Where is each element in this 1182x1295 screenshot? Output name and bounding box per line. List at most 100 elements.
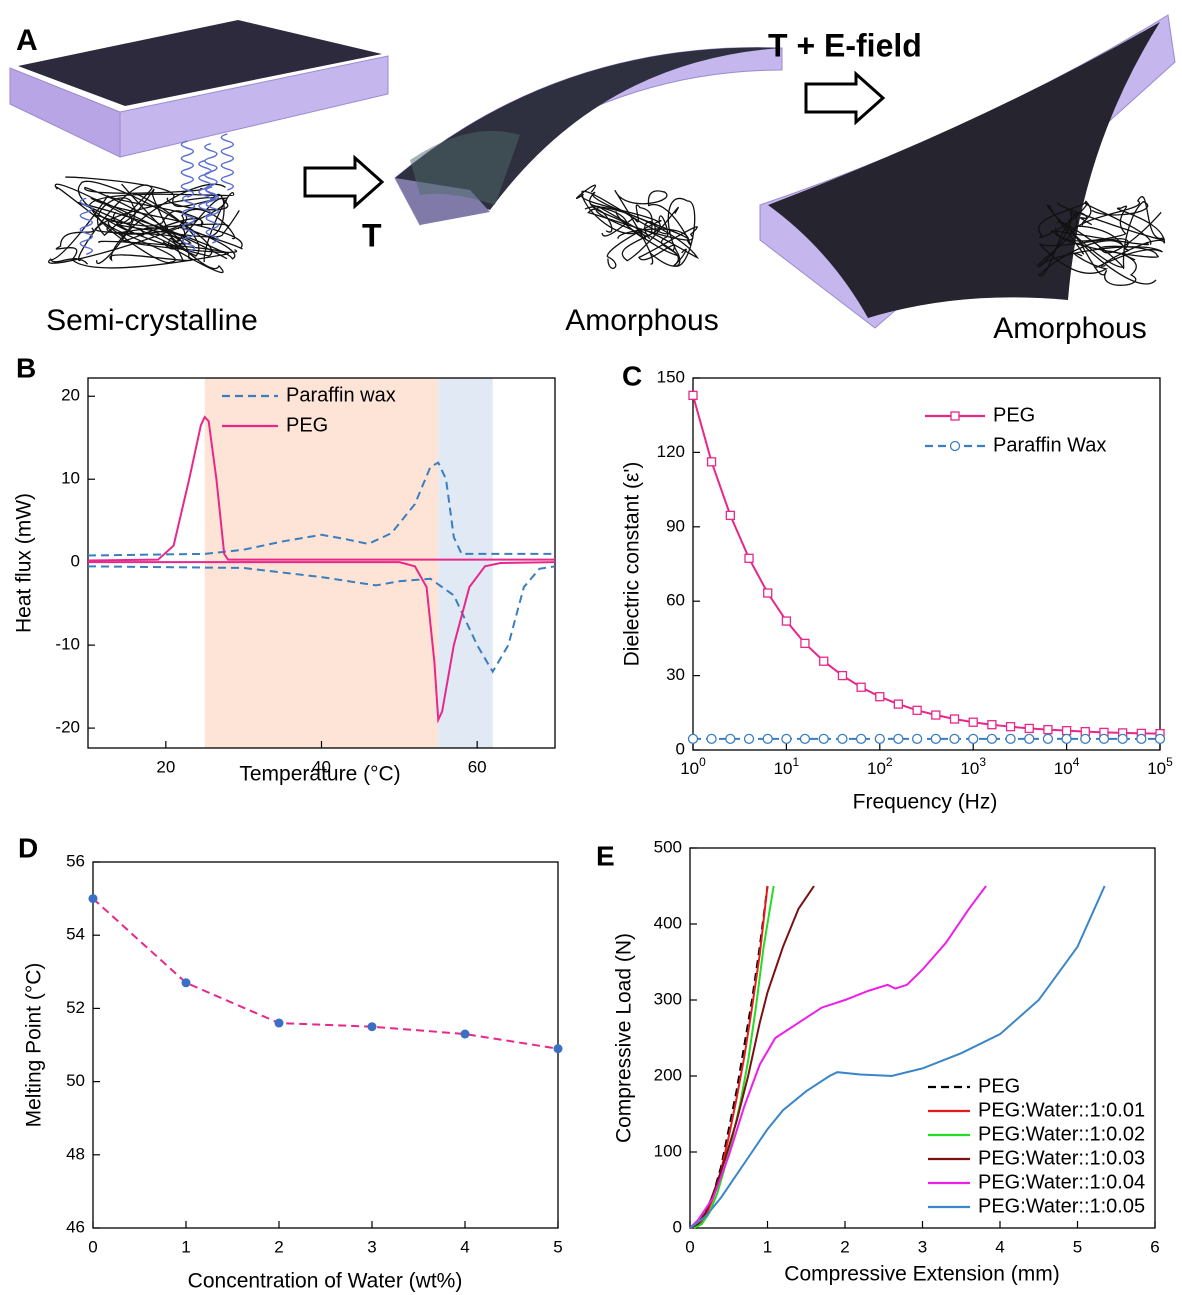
tick-exponent: 1 [793,755,800,769]
y-axis-label: Dielectric constant (ε') [621,462,644,667]
x-tick-label: 40 [312,757,331,776]
marker [1098,733,1110,744]
y-tick-label: 56 [66,851,85,870]
polymer-chain [589,191,690,240]
y-tick-label: 48 [66,1144,85,1163]
polymer-chain [587,208,698,261]
legend-label: PEG [978,1075,1020,1097]
panel-label: E [596,840,615,871]
crystal-lamella [204,142,218,201]
marker [1154,733,1166,744]
marker [781,616,792,626]
x-axis-label: Frequency (Hz) [853,791,998,814]
marker [706,733,717,744]
legend-label: Paraffin Wax [993,434,1106,456]
marker [1136,733,1147,744]
panel-label: B [16,352,36,383]
x-tick-label: 20 [156,757,175,776]
data-line [88,561,556,724]
panel-label: D [18,832,38,863]
tick-exponent: 0 [699,755,706,769]
marker [706,457,717,467]
marker [874,733,885,744]
polymer-chain [1038,238,1136,274]
x-tick-label: 101 [774,755,800,778]
marker [1005,733,1016,744]
crystal-lamella [180,140,195,198]
x-tick-label: 5 [1073,1237,1082,1256]
marker [799,733,811,744]
y-tick-label: 20 [61,386,80,405]
x-axis-label: Temperature (°C) [239,763,400,786]
data-line [689,885,987,1229]
x-tick-label: 3 [367,1237,376,1256]
polymer-chain [614,189,691,265]
y-tick-label: 60 [666,591,685,610]
marker [949,714,960,724]
marker [856,682,866,692]
panel-a: A T T + E-field Semi-crystalline Amorpho… [9,14,1176,345]
polymer-chain [649,197,696,267]
tick-base: 10 [774,759,793,778]
marker [88,894,98,904]
marker [763,588,773,598]
plot-frame [689,847,1156,1229]
polymer-chain [84,183,226,262]
marker [819,656,829,666]
x-tick-label: 104 [1054,755,1080,778]
y-axis-label: Melting Point (°C) [23,963,46,1128]
marker [912,705,922,715]
marker [1061,726,1072,736]
crystal-lamella [181,194,196,253]
chart-panel: 100 101 102 103 104 1050306090120150Frequency… [621,360,1174,813]
marker [762,733,773,744]
y-axis-label: Compressive Load (N) [613,933,636,1143]
marker [1024,733,1035,744]
polymer-chain [1055,205,1166,267]
arrow-label: T [362,217,382,253]
crystal-lamella [79,197,94,256]
legend-label: PEG:Water::1:0.05 [978,1195,1145,1217]
state-label: Amorphous [993,312,1146,345]
data-line [87,565,556,674]
state-label: Amorphous [565,304,718,337]
tick-exponent: 5 [1166,755,1173,769]
marker [781,733,792,744]
x-tick-label: 6 [1150,1237,1159,1256]
x-tick-label: 5 [553,1237,562,1256]
marker [875,692,885,702]
tick-exponent: 4 [1073,755,1080,769]
x-tick-label: 100 [680,755,706,778]
data-line [87,415,555,562]
legend-label: PEG:Water::1:0.03 [978,1147,1145,1169]
polymer-chain [90,197,243,249]
slab-side [119,55,389,158]
polymer-chain [54,183,196,264]
marker [1042,733,1054,744]
tick-base: 10 [680,759,699,778]
marker [1024,723,1034,734]
data-line [689,885,815,1229]
marker [1005,722,1016,732]
marker [1117,733,1128,744]
y-tick-label: 46 [66,1217,85,1236]
y-tick-label: 120 [657,442,685,461]
x-tick-label: 1 [181,1237,190,1256]
arrow-label: T + E-field [768,27,922,63]
marker [931,710,941,720]
x-tick-label: 3 [918,1237,927,1256]
legend-label: PEG:Water::1:0.01 [978,1099,1145,1121]
x-tick-label: 103 [960,755,986,778]
tick-base: 10 [1147,759,1166,778]
x-tick-label: 102 [867,755,893,778]
marker [460,1029,470,1039]
x-tick-label: 2 [274,1237,283,1256]
legend-label: PEG [993,404,1035,426]
marker [893,733,904,744]
panel-label: C [622,360,642,391]
y-tick-label: 100 [654,1141,682,1160]
polymer-chain [595,205,678,256]
x-tick-label: 1 [763,1237,772,1256]
marker [1061,733,1072,744]
arrow [804,70,886,126]
